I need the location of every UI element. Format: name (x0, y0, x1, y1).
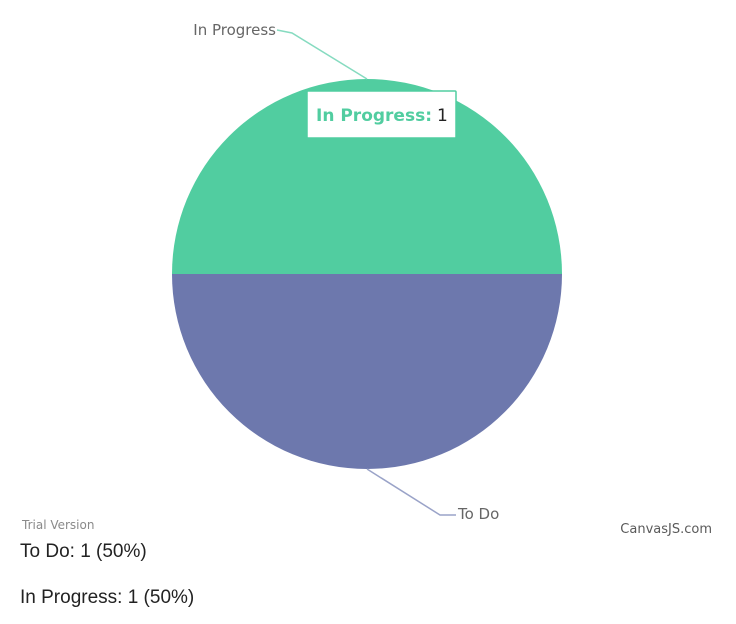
tooltip-label: In Progress: (316, 106, 432, 126)
pie-slice-in-progress[interactable] (172, 79, 562, 274)
canvasjs-credit[interactable]: CanvasJS.com (620, 522, 712, 537)
leader-lines (276, 29, 456, 516)
leader-line-in-progress (276, 29, 368, 80)
summary-todo: To Do: 1 (50%) (20, 541, 147, 562)
summary-in-progress: In Progress: 1 (50%) (20, 587, 195, 608)
tooltip-box (306, 90, 457, 139)
tooltip: In Progress: 1 (306, 90, 457, 139)
slice-labels: In Progress To Do (193, 21, 499, 523)
pie-chart: In Progress To Do Trial Version CanvasJS.… (21, 21, 712, 537)
slice-label-to-do: To Do (457, 505, 499, 523)
tooltip-value: 1 (437, 106, 448, 126)
pie-slices (172, 79, 562, 469)
trial-version-watermark: Trial Version (21, 518, 94, 532)
pie-slice-to-do[interactable] (172, 274, 562, 469)
slice-label-in-progress: In Progress (193, 21, 276, 39)
leader-line-to-do (366, 468, 456, 516)
